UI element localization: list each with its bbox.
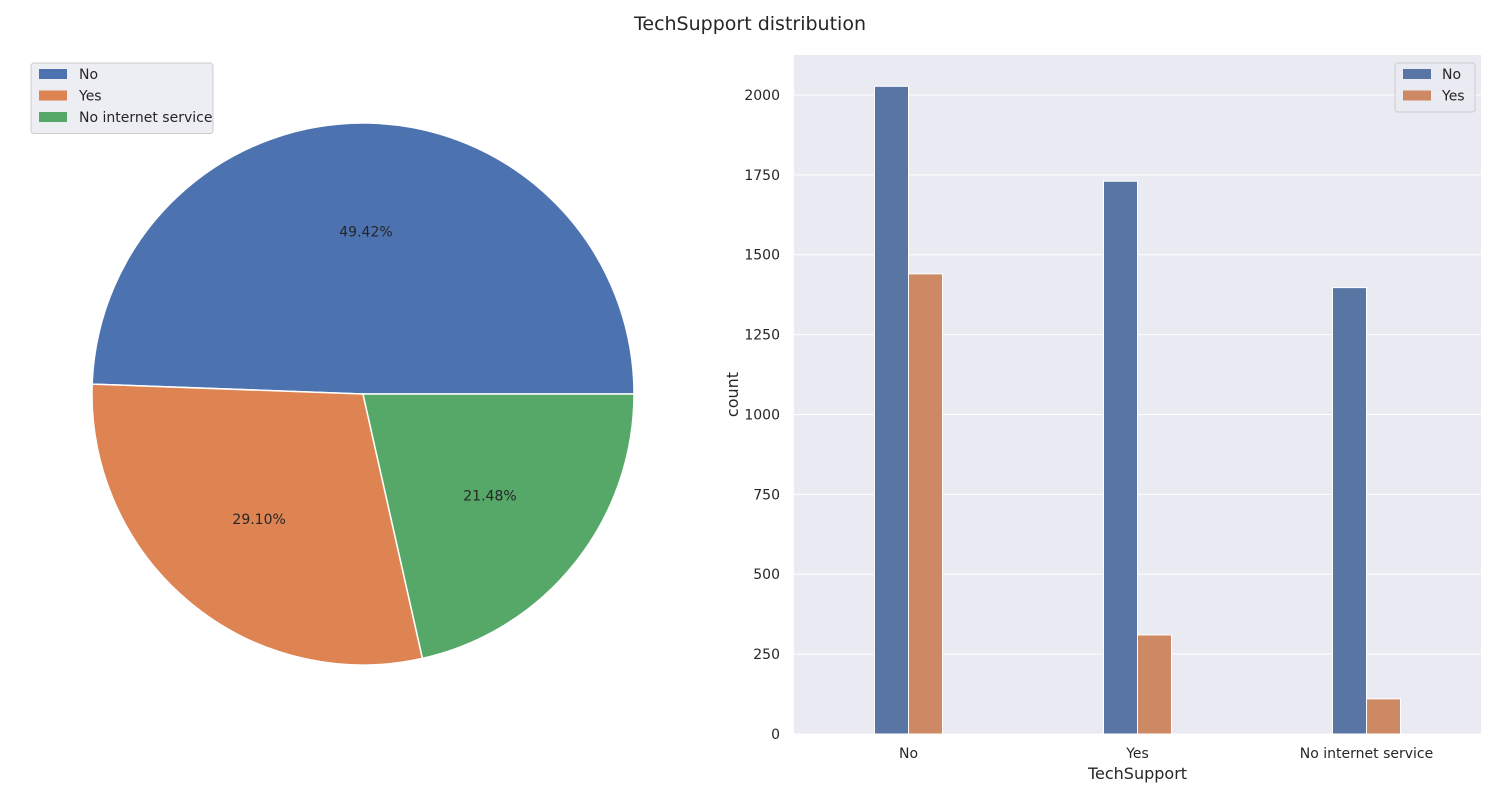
- x-axis-label: TechSupport: [1087, 764, 1187, 783]
- y-tick-labels: 0 250 500 750 1000 1250 1500 1750 2000: [744, 88, 780, 743]
- y-tick-label: 750: [753, 487, 780, 503]
- x-tick-labels: No Yes No internet service: [899, 746, 1433, 762]
- legend-label: Yes: [1441, 89, 1465, 105]
- bar-legend: No Yes: [1394, 62, 1476, 113]
- pie-percent-label: 49.42%: [339, 224, 392, 240]
- bar-yes-no: [908, 273, 943, 735]
- pie-slice-yes: [91, 383, 424, 666]
- bar-no-no: [874, 85, 909, 735]
- x-tick-label: No internet service: [1300, 746, 1433, 762]
- y-tick-label: 2000: [744, 88, 780, 104]
- bar-no-yes: [1103, 180, 1138, 735]
- pie-legend-frame: [30, 62, 214, 134]
- legend-swatch: [1403, 90, 1431, 101]
- pie-chart: 49.42% 29.10% 21.48% No Yes No internet serv…: [30, 62, 635, 666]
- legend-label: No internet service: [79, 110, 212, 126]
- legend-swatch: [1403, 69, 1431, 79]
- y-tick-label: 1750: [744, 168, 780, 184]
- pie-slice-no: [91, 122, 635, 395]
- x-tick-label: Yes: [1125, 746, 1149, 762]
- legend-label: No: [1442, 67, 1461, 83]
- bar-yes-yes: [1137, 634, 1172, 735]
- pie-percent-label: 21.48%: [463, 489, 516, 505]
- bar-marks: [874, 85, 1401, 735]
- y-tick-label: 0: [771, 727, 780, 743]
- y-tick-label: 500: [753, 567, 780, 583]
- y-tick-label: 1250: [744, 328, 780, 344]
- y-tick-label: 250: [753, 647, 780, 663]
- y-tick-label: 1000: [744, 407, 780, 423]
- y-axis-label: count: [723, 372, 742, 417]
- bar-yes-no-internet-service: [1366, 698, 1401, 735]
- legend-swatch: [39, 90, 67, 101]
- legend-swatch: [39, 112, 67, 122]
- bar-chart: 0 250 500 750 1000 1250 1500 1750 2000 No Yes No i…: [723, 55, 1481, 783]
- pie-percent-label: 29.10%: [232, 512, 285, 528]
- bar-no-no-internet-service: [1332, 287, 1367, 735]
- y-tick-label: 1500: [744, 248, 780, 264]
- legend-swatch: [39, 69, 67, 79]
- pie-slices: [91, 122, 635, 666]
- legend-label: Yes: [78, 89, 102, 105]
- pie-slice-no-internet-service: [362, 393, 635, 660]
- pie-percent-labels: 49.42% 29.10% 21.48%: [232, 224, 516, 528]
- legend-label: No: [79, 67, 98, 83]
- x-tick-label: No: [899, 746, 918, 762]
- figure-title: TechSupport distribution: [633, 13, 866, 35]
- pie-legend: No Yes No internet service: [30, 62, 214, 134]
